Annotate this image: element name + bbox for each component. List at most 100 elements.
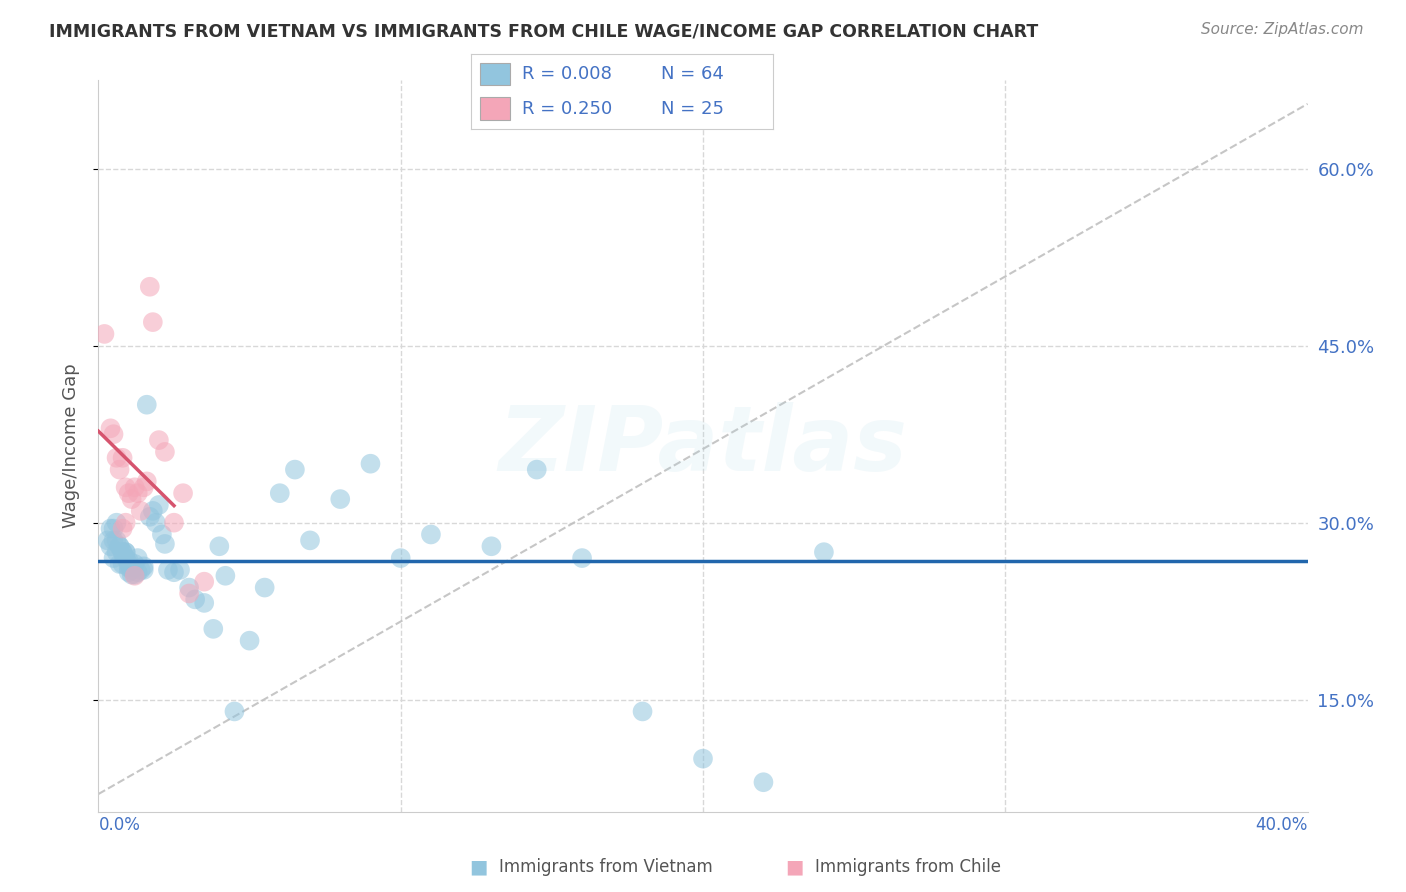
Point xyxy=(202,622,225,636)
Point xyxy=(329,492,352,507)
Point xyxy=(129,504,152,518)
Point xyxy=(193,596,215,610)
Point xyxy=(118,560,141,574)
Point xyxy=(253,581,276,595)
Point xyxy=(153,445,176,459)
Point xyxy=(169,563,191,577)
Point xyxy=(105,450,128,465)
Bar xyxy=(479,62,510,86)
Point xyxy=(105,533,128,548)
Point xyxy=(224,705,246,719)
Text: R = 0.008: R = 0.008 xyxy=(523,65,612,83)
Point xyxy=(108,539,131,553)
Point xyxy=(103,533,125,548)
Point xyxy=(214,568,236,582)
Point xyxy=(118,557,141,571)
Point xyxy=(118,566,141,580)
Text: 0.0%: 0.0% xyxy=(98,816,141,834)
Point xyxy=(420,527,443,541)
Point xyxy=(299,533,322,548)
Point xyxy=(179,586,201,600)
Point xyxy=(135,475,157,489)
Point xyxy=(105,516,128,530)
Point xyxy=(105,545,128,559)
Point xyxy=(111,545,134,559)
Text: N = 25: N = 25 xyxy=(661,100,724,118)
Point xyxy=(156,563,179,577)
Point xyxy=(103,522,125,536)
Point xyxy=(571,551,593,566)
Point xyxy=(111,522,134,536)
Point xyxy=(526,462,548,476)
Point xyxy=(111,450,134,465)
Point xyxy=(208,539,231,553)
Point xyxy=(193,574,215,589)
Point xyxy=(132,480,155,494)
Point xyxy=(389,551,412,566)
Point xyxy=(114,545,136,559)
Point xyxy=(692,751,714,765)
Point xyxy=(114,516,136,530)
Point xyxy=(108,462,131,476)
Point xyxy=(179,581,201,595)
Point xyxy=(100,522,122,536)
Point xyxy=(150,527,173,541)
Bar xyxy=(479,97,510,120)
Point xyxy=(139,509,162,524)
Point xyxy=(153,537,176,551)
Point xyxy=(132,563,155,577)
Text: Source: ZipAtlas.com: Source: ZipAtlas.com xyxy=(1201,22,1364,37)
Point xyxy=(114,551,136,566)
Point xyxy=(114,545,136,559)
Text: Immigrants from Vietnam: Immigrants from Vietnam xyxy=(499,858,713,876)
Point xyxy=(127,566,149,580)
Text: 40.0%: 40.0% xyxy=(1256,816,1308,834)
Point xyxy=(127,551,149,566)
Point xyxy=(121,492,143,507)
Point xyxy=(631,705,654,719)
Point xyxy=(148,433,170,447)
Point xyxy=(142,315,165,329)
Point xyxy=(129,563,152,577)
Point xyxy=(124,568,146,582)
Point xyxy=(100,421,122,435)
Text: N = 64: N = 64 xyxy=(661,65,724,83)
Point xyxy=(360,457,382,471)
Point xyxy=(139,279,162,293)
Point xyxy=(118,553,141,567)
Point xyxy=(118,486,141,500)
Point xyxy=(132,559,155,574)
Point xyxy=(111,557,134,571)
Point xyxy=(481,539,503,553)
Point xyxy=(127,486,149,500)
Text: IMMIGRANTS FROM VIETNAM VS IMMIGRANTS FROM CHILE WAGE/INCOME GAP CORRELATION CHA: IMMIGRANTS FROM VIETNAM VS IMMIGRANTS FR… xyxy=(49,22,1039,40)
Point xyxy=(103,427,125,442)
Y-axis label: Wage/Income Gap: Wage/Income Gap xyxy=(62,364,80,528)
Point xyxy=(108,557,131,571)
Point xyxy=(135,398,157,412)
Point xyxy=(184,592,207,607)
Text: Immigrants from Chile: Immigrants from Chile xyxy=(815,858,1001,876)
Text: ■: ■ xyxy=(468,857,488,877)
Point xyxy=(121,567,143,582)
Point xyxy=(284,462,307,476)
Point xyxy=(145,516,167,530)
Point xyxy=(752,775,775,789)
Point xyxy=(813,545,835,559)
Point xyxy=(163,516,186,530)
Point xyxy=(148,498,170,512)
Point xyxy=(142,504,165,518)
Point xyxy=(239,633,262,648)
Point xyxy=(93,326,115,341)
Text: R = 0.250: R = 0.250 xyxy=(523,100,613,118)
Point xyxy=(124,567,146,582)
Point xyxy=(103,551,125,566)
Point xyxy=(111,545,134,559)
Point xyxy=(163,566,186,580)
Point xyxy=(172,486,194,500)
Point xyxy=(108,539,131,553)
Point xyxy=(96,533,118,548)
Text: ZIPatlas: ZIPatlas xyxy=(499,402,907,490)
Point xyxy=(124,480,146,494)
Point xyxy=(269,486,291,500)
